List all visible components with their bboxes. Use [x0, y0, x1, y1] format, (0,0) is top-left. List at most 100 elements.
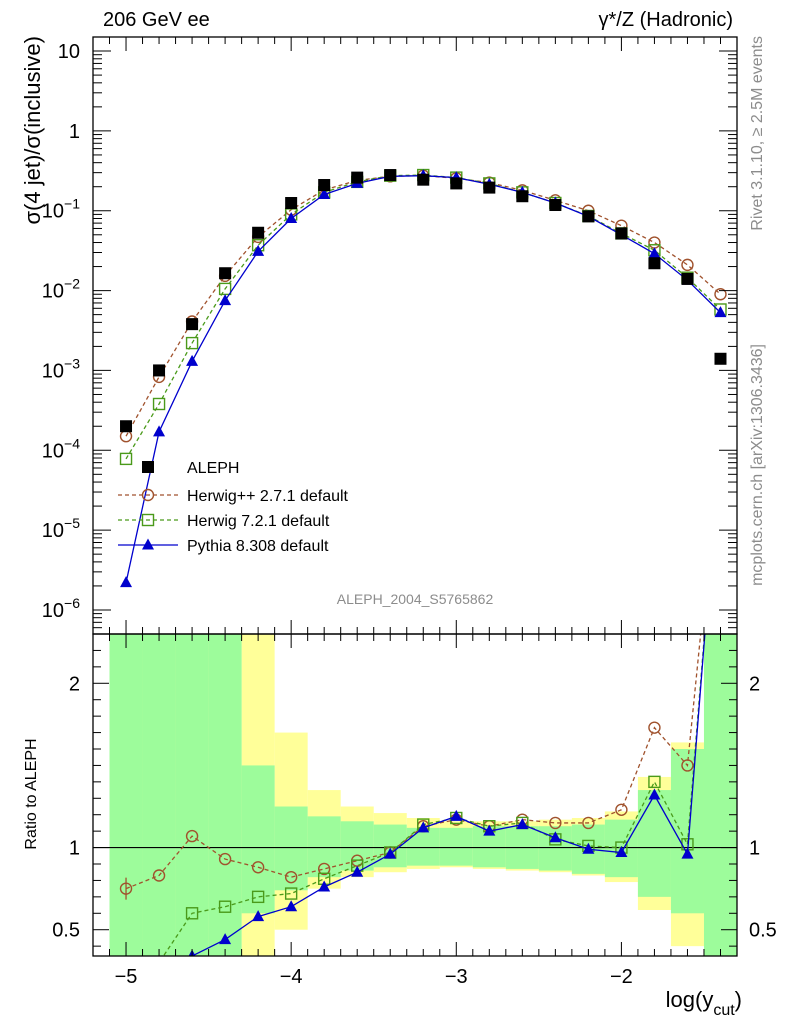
main-data-point — [252, 244, 265, 256]
y-tick-base: 10 — [42, 600, 64, 622]
y-tick-exponent: −2 — [64, 276, 80, 292]
x-label-sub: cut — [713, 1002, 735, 1019]
ratio-data-point — [317, 862, 331, 876]
header-left: 206 GeV ee — [103, 9, 210, 31]
mcplots-label: mcplots.cern.ch [arXiv:1306.3436] — [749, 344, 766, 586]
stat-uncertainty-band — [637, 790, 671, 897]
legend-marker — [142, 461, 154, 473]
main-data-point — [285, 211, 298, 223]
y-tick-base: 10 — [42, 520, 64, 542]
y-tick-label: 10−4 — [42, 435, 80, 462]
y-tick-base: 10 — [42, 201, 64, 223]
ratio-data-point — [384, 847, 397, 859]
y-tick-label: 10−1 — [42, 196, 80, 223]
main-data-point — [186, 354, 199, 366]
y-tick-exponent: −3 — [64, 355, 80, 371]
ratio-data-point — [251, 861, 265, 874]
main-data-point — [648, 257, 661, 270]
y-tick-base: 10 — [42, 360, 64, 382]
y-tick-label: 10−2 — [42, 276, 80, 303]
ratio-data-point — [351, 865, 364, 877]
ratio-data-point — [582, 816, 595, 830]
ratio-data-point — [218, 900, 232, 913]
ratio-data-point — [252, 910, 265, 922]
main-data-point — [714, 288, 727, 301]
stat-uncertainty-band — [670, 749, 704, 914]
y-tick-exponent: −6 — [64, 595, 80, 611]
main-data-point — [153, 425, 166, 437]
ratio-y-tick-label-right: 1 — [749, 838, 760, 860]
main-data-point — [318, 187, 331, 199]
main-data-point — [648, 236, 661, 249]
ratio-data-point — [516, 818, 529, 830]
x-tick-label: −3 — [445, 966, 468, 988]
ratio-data-point — [450, 809, 463, 821]
ratio-data-point — [483, 824, 496, 836]
ratio-y-tick-label: 0.5 — [52, 920, 80, 942]
main-data-point — [318, 179, 331, 192]
ratio-y-tick-label-right: 2 — [749, 673, 760, 695]
x-label-base: log(y — [666, 987, 714, 1012]
stat-uncertainty-band — [208, 634, 242, 956]
stat-uncertainty-band — [241, 765, 275, 914]
main-ylabel: σ(4 jet)/σ(inclusive) — [20, 36, 45, 225]
stat-uncertainty-band — [175, 634, 209, 956]
ratio-data-point — [284, 870, 298, 884]
main-data-point — [219, 267, 232, 280]
y-tick-label: 10 — [58, 41, 80, 63]
ratio-data-point — [615, 846, 628, 857]
ratio-data-point — [648, 788, 661, 800]
legend-marker — [141, 513, 155, 527]
ratio-series-line — [125, 634, 702, 890]
legend-entry: Herwig 7.2.1 default — [118, 513, 330, 530]
main-data-point — [714, 352, 727, 365]
ratio-data-point — [318, 880, 331, 892]
ratio-plot-frame — [92, 633, 738, 957]
stat-uncertainty-band — [703, 634, 737, 956]
main-data-point — [120, 576, 133, 588]
main-data-point — [252, 226, 265, 239]
ratio-data-point — [582, 842, 595, 854]
ratio-data-point — [251, 890, 265, 904]
ratio-data-point — [219, 933, 232, 945]
ratio-y-tick-label: 1 — [69, 838, 80, 860]
main-data-point — [351, 171, 364, 184]
ratio-data-point — [549, 831, 562, 843]
main-data-point — [120, 420, 133, 433]
main-data-point — [119, 430, 133, 443]
main-data-point — [615, 227, 628, 240]
main-data-point — [152, 397, 166, 411]
main-series-line — [125, 174, 721, 460]
x-label-close: ) — [735, 987, 742, 1012]
stat-uncertainty-band — [340, 821, 374, 871]
main-data-point — [681, 272, 694, 285]
legend-entry: Herwig++ 2.7.1 default — [118, 488, 349, 505]
header-right: γ*/Z (Hadronic) — [599, 9, 733, 31]
y-tick-base: 10 — [42, 281, 64, 303]
main-data-point — [185, 336, 199, 350]
ratio-ylabel: Ratio to ALEPH — [23, 738, 40, 849]
y-tick-exponent: −1 — [64, 196, 80, 212]
stat-uncertainty-band — [439, 827, 473, 866]
main-data-point — [219, 294, 232, 306]
ratio-data-point — [152, 869, 166, 882]
analysis-id: ALEPH_2004_S5765862 — [337, 591, 494, 607]
stat-uncertainty-band — [274, 806, 308, 891]
main-data-point — [153, 364, 166, 377]
main-data-point — [516, 190, 529, 203]
ratio-data-point — [218, 852, 232, 866]
main-data-point — [681, 258, 694, 272]
y-tick-label: 1 — [69, 121, 80, 143]
legend-entry: Pythia 8.308 default — [118, 538, 329, 555]
ratio-data-point — [615, 803, 628, 816]
main-data-point — [285, 197, 298, 210]
y-tick-label: 10−6 — [42, 595, 80, 622]
ratio-y-tick-label-right: 0.5 — [749, 920, 777, 942]
rivet-label: Rivet 3.1.10, ≥ 2.5M events — [749, 36, 766, 231]
y-tick-base: 10 — [42, 440, 64, 462]
main-data-point — [582, 210, 595, 223]
ratio-data-point — [417, 821, 430, 833]
main-data-point — [714, 306, 727, 318]
